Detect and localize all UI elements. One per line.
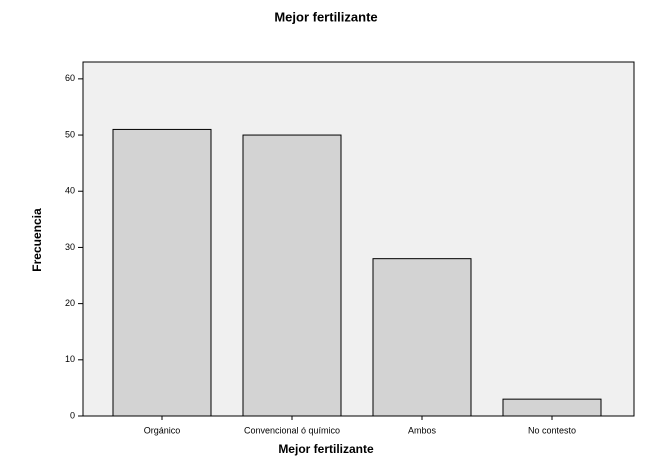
y-tick-label: 50: [65, 129, 75, 139]
x-tick-label: Ambos: [408, 425, 437, 435]
bar: [372, 258, 472, 417]
y-tick-label: 0: [70, 410, 75, 420]
y-tick-label: 10: [65, 354, 75, 364]
y-tick-label: 60: [65, 73, 75, 83]
x-tick-label: Convencional ó químico: [244, 425, 340, 435]
x-tick-label: Orgánico: [144, 425, 181, 435]
y-tick-label: 30: [65, 242, 75, 252]
y-axis-label: Frecuencia: [30, 208, 44, 272]
bar: [502, 398, 602, 417]
y-tick-label: 20: [65, 298, 75, 308]
x-tick-label: No contesto: [528, 425, 576, 435]
chart-title: Mejor fertilizante: [274, 9, 377, 24]
bar: [112, 128, 212, 417]
x-axis-label: Mejor fertilizante: [278, 442, 374, 456]
y-tick-label: 40: [65, 186, 75, 196]
bar: [242, 134, 342, 417]
